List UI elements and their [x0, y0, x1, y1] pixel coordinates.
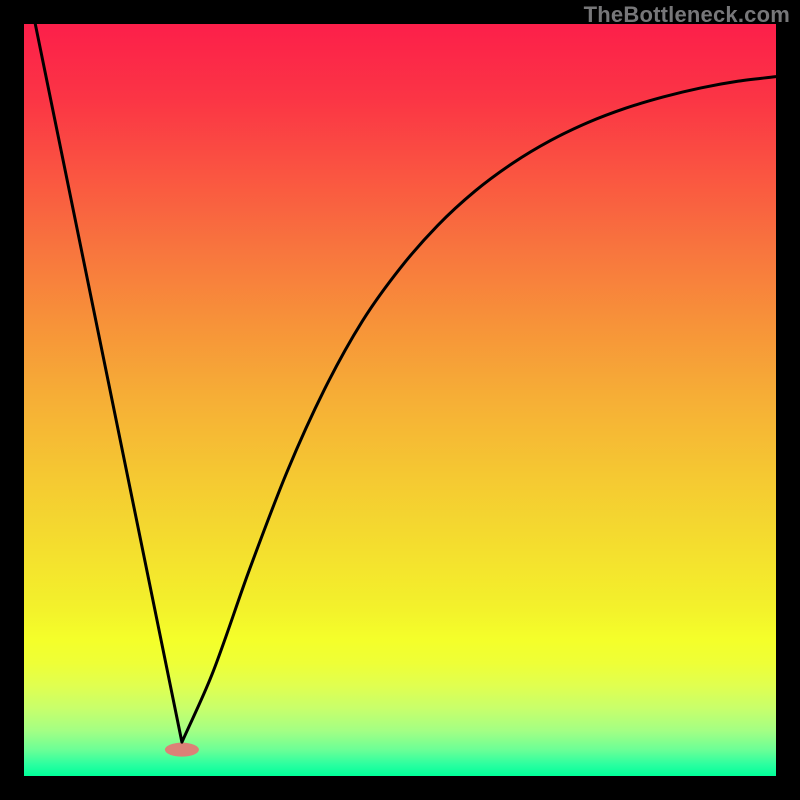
gradient-background [24, 24, 776, 776]
notch-marker [165, 743, 199, 757]
gradient-chart [24, 24, 776, 776]
chart-frame: TheBottleneck.com [0, 0, 800, 800]
plot-area [24, 24, 776, 776]
